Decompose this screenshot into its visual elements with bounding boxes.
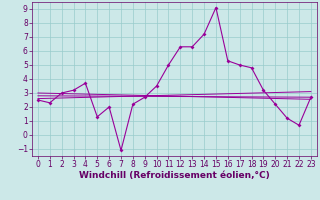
X-axis label: Windchill (Refroidissement éolien,°C): Windchill (Refroidissement éolien,°C) xyxy=(79,171,270,180)
